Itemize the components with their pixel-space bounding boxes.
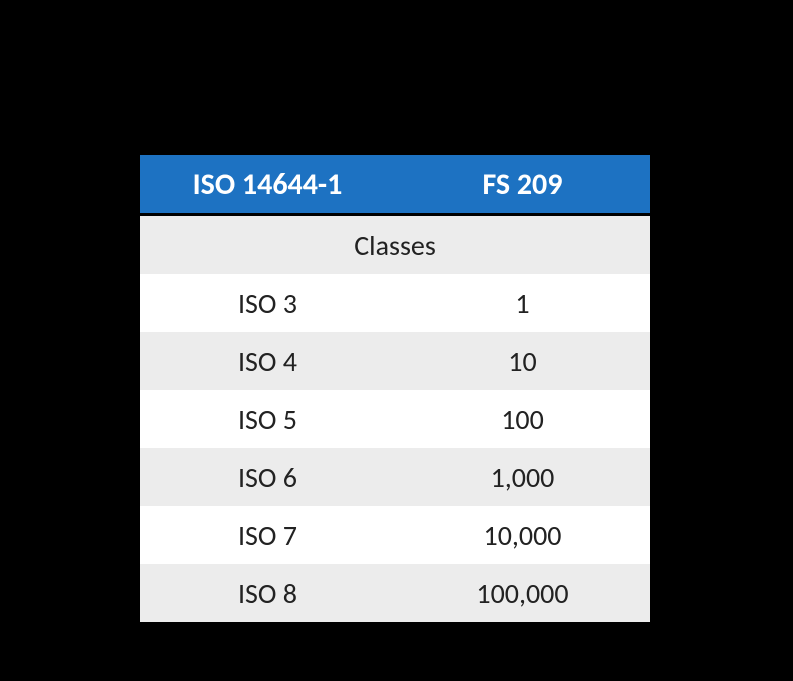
table-subheader-row: Classes: [140, 215, 650, 275]
cell-fs: 100,000: [395, 564, 650, 624]
cell-fs: 100: [395, 390, 650, 448]
table-row: ISO 3 1: [140, 274, 650, 332]
cell-iso: ISO 5: [140, 390, 395, 448]
table-row: ISO 5 100: [140, 390, 650, 448]
table-row: ISO 4 10: [140, 332, 650, 390]
cell-iso: ISO 3: [140, 274, 395, 332]
cell-fs: 1,000: [395, 448, 650, 506]
cell-fs: 10,000: [395, 506, 650, 564]
cleanroom-class-table: ISO 14644-1 FS 209 Classes ISO 3 1 ISO 4…: [140, 155, 650, 625]
table-row: ISO 8 100,000: [140, 564, 650, 624]
cell-fs: 10: [395, 332, 650, 390]
table-row: ISO 6 1,000: [140, 448, 650, 506]
cell-iso: ISO 7: [140, 506, 395, 564]
cell-iso: ISO 4: [140, 332, 395, 390]
table-row: ISO 7 10,000: [140, 506, 650, 564]
subheader-cell: Classes: [140, 215, 650, 275]
col-header-fs: FS 209: [395, 155, 650, 215]
col-header-iso: ISO 14644-1: [140, 155, 395, 215]
cell-fs: 1: [395, 274, 650, 332]
cell-iso: ISO 6: [140, 448, 395, 506]
table-header-row: ISO 14644-1 FS 209: [140, 155, 650, 215]
table: ISO 14644-1 FS 209 Classes ISO 3 1 ISO 4…: [140, 155, 650, 625]
cell-iso: ISO 8: [140, 564, 395, 624]
